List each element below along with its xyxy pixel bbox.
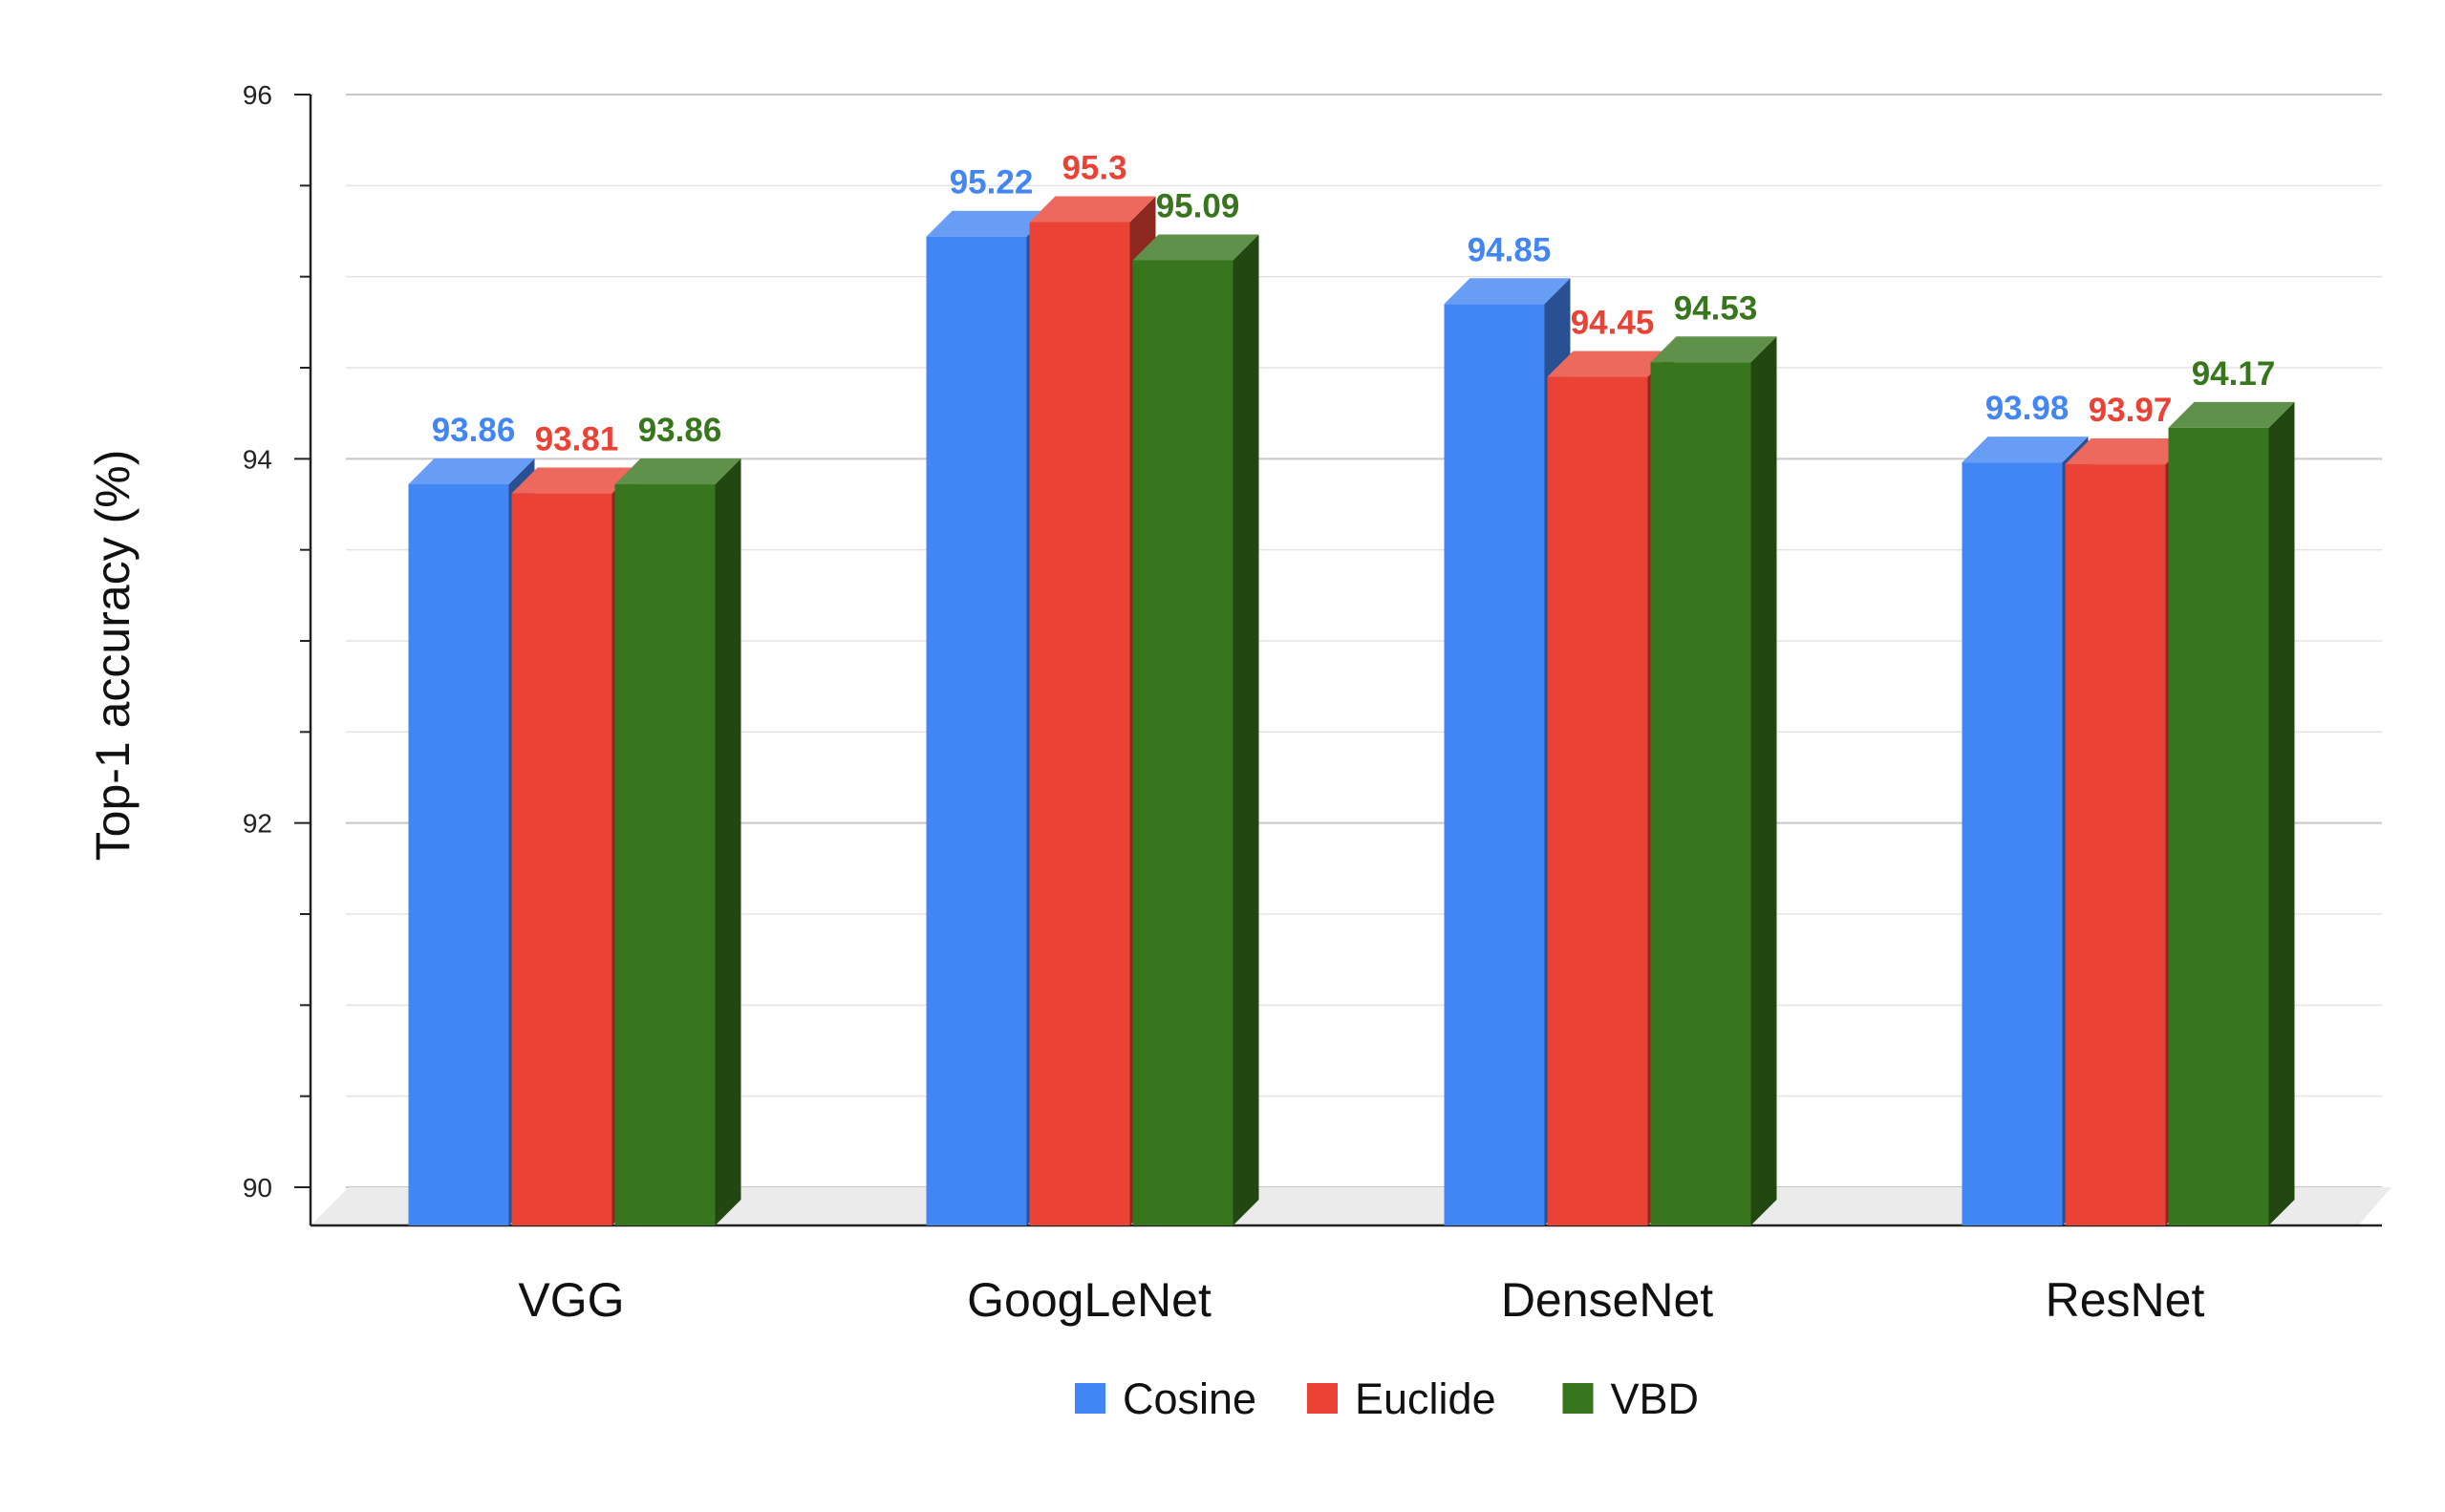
- y-tick-label: 96: [243, 80, 272, 110]
- data-label-euclide-resnet: 93.97: [2089, 392, 2173, 429]
- legend-swatch: [1307, 1383, 1338, 1414]
- data-label-cosine-vgg: 93.86: [432, 412, 516, 449]
- bar-vbd-resnet: [2168, 401, 2295, 1225]
- legend-item-cosine: Cosine: [1075, 1374, 1256, 1423]
- data-label-vbd-resnet: 94.17: [2192, 355, 2276, 393]
- legend-swatch: [1075, 1383, 1105, 1414]
- legend-label: Cosine: [1123, 1374, 1256, 1423]
- data-labels: 93.86 93.81 93.86 95.22 95.3 95.09 94.85 94.45 9…: [432, 149, 2276, 458]
- legend: Cosine Euclide VBD: [1075, 1374, 1699, 1423]
- bar-cosine-googlenet: [926, 210, 1053, 1226]
- data-label-euclide-vgg: 93.81: [535, 421, 619, 458]
- bar-vbd-googlenet: [1132, 234, 1259, 1225]
- y-tick-label: 94: [243, 444, 272, 474]
- data-label-vbd-densenet: 94.53: [1674, 289, 1758, 327]
- data-label-cosine-resnet: 93.98: [1985, 390, 2070, 427]
- data-label-vbd-vgg: 93.86: [638, 412, 722, 449]
- legend-label: Euclide: [1355, 1374, 1496, 1423]
- y-tick-label: 92: [243, 809, 272, 839]
- legend-swatch: [1562, 1383, 1594, 1414]
- chart-floor-plane: [311, 1187, 2391, 1225]
- data-label-euclide-googlenet: 95.3: [1062, 149, 1126, 186]
- bar-vbd-densenet: [1650, 336, 1777, 1225]
- x-tick-label-vgg: VGG: [518, 1273, 624, 1327]
- legend-item-euclide: Euclide: [1307, 1374, 1496, 1423]
- y-tick-label: 90: [243, 1173, 272, 1203]
- legend-label: VBD: [1611, 1374, 1700, 1423]
- x-tick-label-resnet: ResNet: [2046, 1273, 2205, 1327]
- legend-item-vbd: VBD: [1562, 1374, 1700, 1423]
- x-tick-label-densenet: DenseNet: [1501, 1273, 1713, 1327]
- data-label-cosine-densenet: 94.85: [1468, 231, 1552, 268]
- x-tick-label-googlenet: GoogLeNet: [967, 1273, 1212, 1327]
- data-label-euclide-densenet: 94.45: [1571, 305, 1655, 342]
- bar-vbd-vgg: [614, 458, 741, 1225]
- bars: [408, 196, 2295, 1226]
- data-label-vbd-googlenet: 95.09: [1156, 188, 1240, 225]
- chart-floor: [311, 1187, 2391, 1225]
- y-axis-title: Top-1 accuracy (%): [86, 450, 139, 862]
- data-label-cosine-googlenet: 95.22: [950, 164, 1034, 202]
